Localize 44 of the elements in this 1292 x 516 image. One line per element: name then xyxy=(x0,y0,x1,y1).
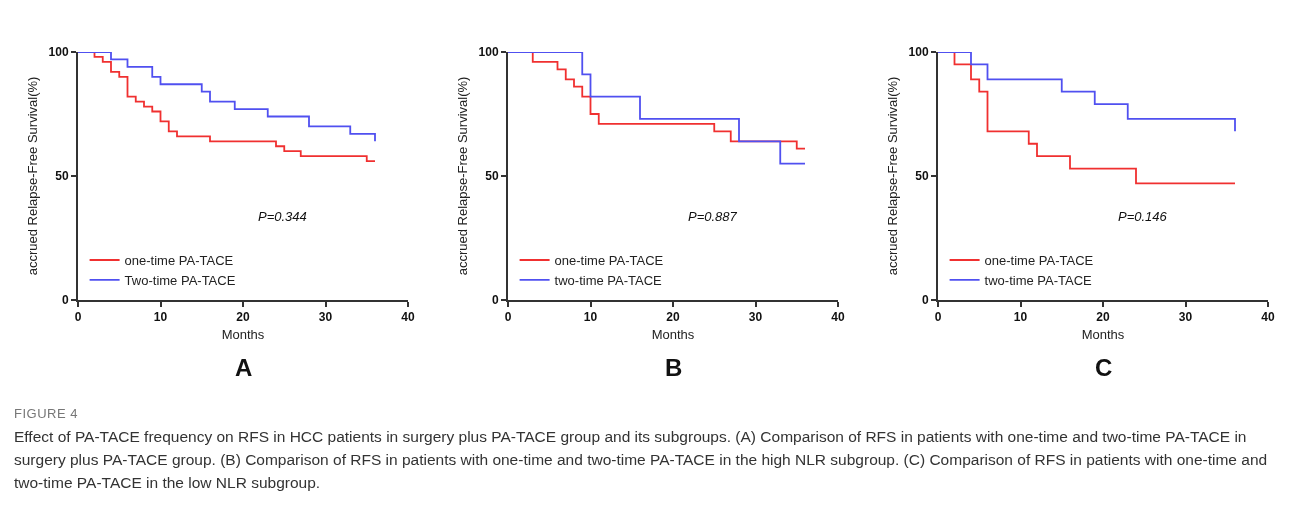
legend-label: two-time PA-TACE xyxy=(984,272,1093,288)
legend-label: one-time PA-TACE xyxy=(554,253,664,269)
y-axis-title: accrued Relapse-Free Survival(%) xyxy=(885,76,901,276)
text: C xyxy=(1095,354,1113,381)
x-tick-label: 30 xyxy=(1178,310,1193,325)
y-tick-label: 50 xyxy=(55,169,69,184)
annotation: P=0.344 xyxy=(258,209,307,224)
x-tick-label: 10 xyxy=(583,310,598,325)
y-tick-label: 0 xyxy=(491,293,499,308)
x-tick-label: 10 xyxy=(1013,310,1028,325)
y-tick-label: 50 xyxy=(485,169,499,184)
annotation: P=0.146 xyxy=(1118,209,1168,224)
legend-label: one-time PA-TACE xyxy=(984,253,1094,269)
x-tick-label: 40 xyxy=(1261,310,1275,325)
x-tick-label: 10 xyxy=(153,310,168,325)
y-tick-label: 50 xyxy=(915,169,929,184)
y-tick-label: 100 xyxy=(478,45,499,60)
annotation: P=0.887 xyxy=(688,209,738,224)
x-axis-title: Months xyxy=(221,326,265,342)
y-tick-label: 100 xyxy=(48,45,69,60)
text: B xyxy=(665,354,683,381)
text: Effect of PA-TACE frequency on RFS in HCC patients in surgery plus PA-TACE group and its subgroups. (A) Comparison of RFS in patients with one-time and two-time PA-TACE in surgery plus PA-TACE group. (B) Comparison of RFS in patients with one-time and two-time PA-TACE in the high NLR subgroup. (C) Comparison of RFS in patients with one-time and two-time PA-TACE in the low NLR subgroup. xyxy=(14,427,1269,493)
x-tick-label: 0 xyxy=(504,310,512,325)
x-tick-label: 20 xyxy=(1096,310,1110,325)
legend-label: one-time PA-TACE xyxy=(124,253,234,269)
x-tick-label: 0 xyxy=(934,310,942,325)
caption: FIGURE 4 xyxy=(14,405,79,423)
x-axis-title: Months xyxy=(1081,326,1125,342)
x-tick-label: 40 xyxy=(831,310,845,325)
x-tick-label: 30 xyxy=(318,310,333,325)
legend-label: two-time PA-TACE xyxy=(554,272,663,288)
x-axis-title: Months xyxy=(651,326,695,342)
x-tick-label: 30 xyxy=(748,310,763,325)
x-tick-label: 20 xyxy=(236,310,250,325)
legend-label: Two-time PA-TACE xyxy=(124,272,236,288)
y-tick-label: 0 xyxy=(921,293,929,308)
x-tick-label: 20 xyxy=(666,310,680,325)
y-axis-title: accrued Relapse-Free Survival(%) xyxy=(455,76,471,276)
x-tick-label: 40 xyxy=(401,310,415,325)
y-tick-label: 100 xyxy=(908,45,929,60)
y-axis-title: accrued Relapse-Free Survival(%) xyxy=(25,76,41,276)
y-tick-label: 0 xyxy=(61,293,69,308)
text: A xyxy=(235,354,253,381)
x-tick-label: 0 xyxy=(74,310,82,325)
